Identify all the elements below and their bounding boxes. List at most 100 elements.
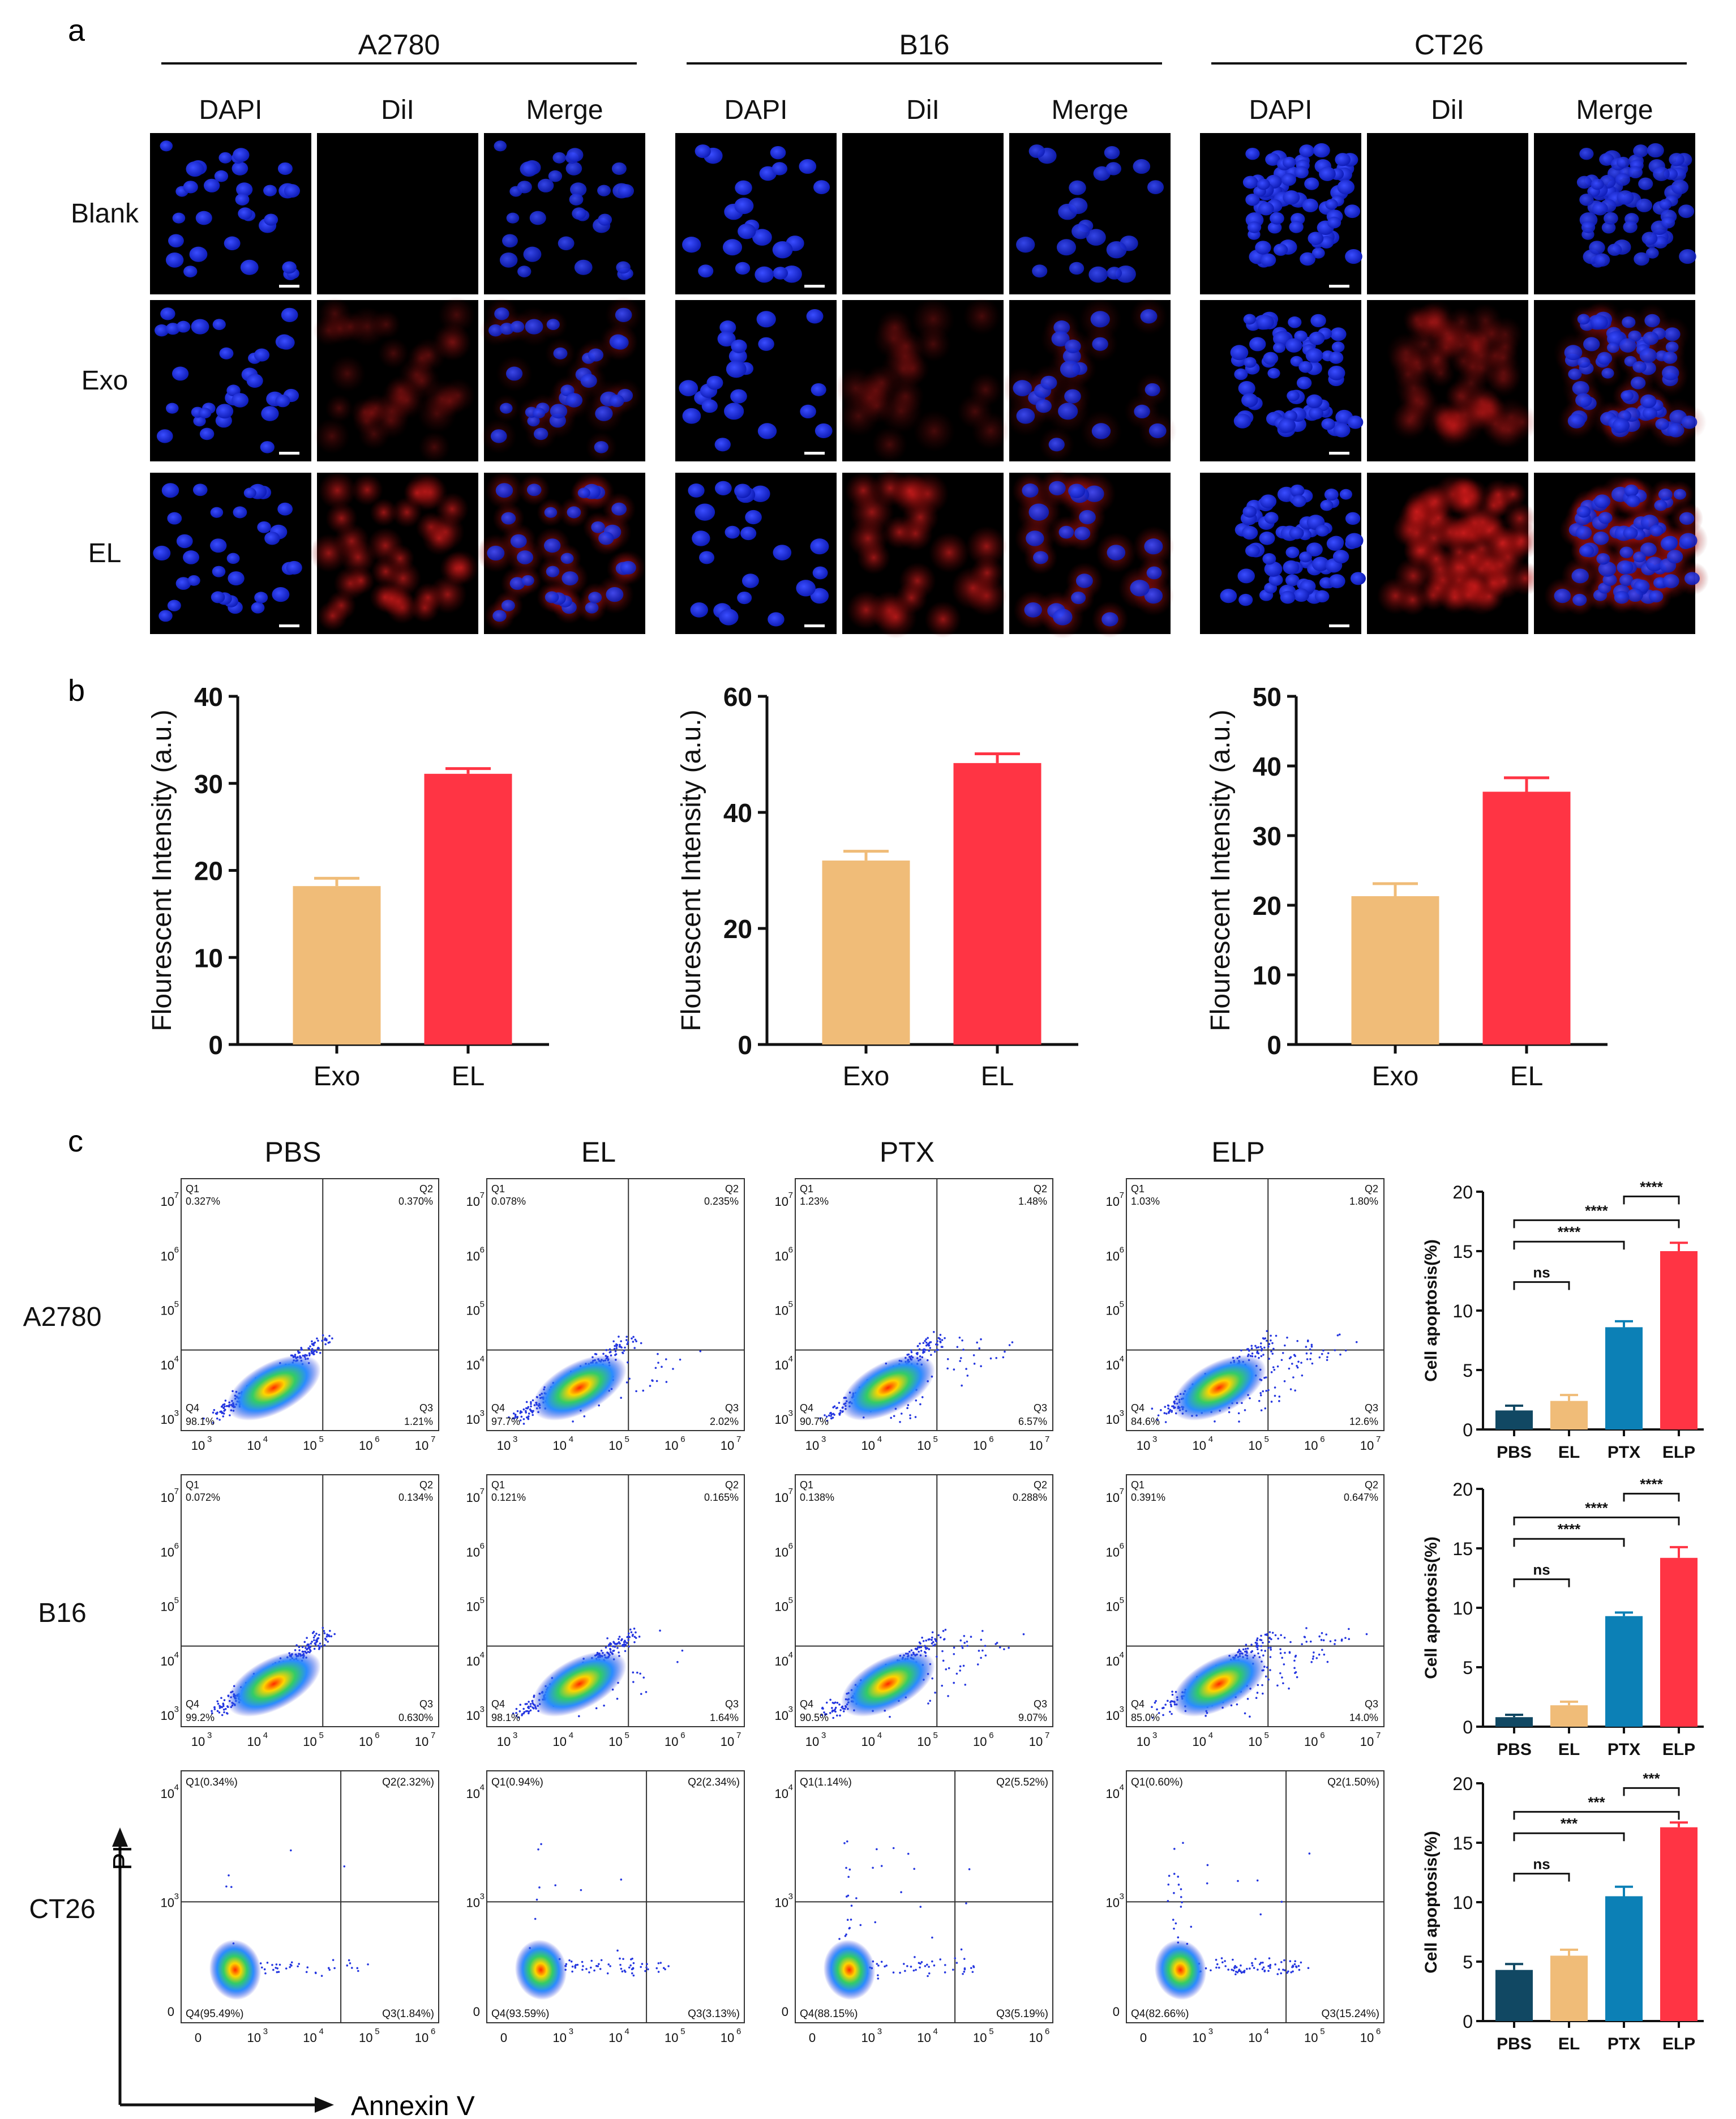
y-tick-label: 10 (1106, 1600, 1120, 1614)
event-dot (1259, 1913, 1262, 1916)
x-tick-label: 10 (303, 2031, 316, 2045)
dapi-nucleus (192, 483, 208, 496)
event-dot (221, 1405, 224, 1407)
event-dot (628, 1645, 630, 1648)
event-dot (963, 1958, 966, 1960)
event-dot (1237, 1412, 1240, 1415)
event-dot (1262, 1354, 1265, 1356)
dapi-nucleus (1619, 574, 1634, 587)
event-dot (349, 1962, 352, 1964)
dapi-nucleus (1642, 406, 1658, 420)
significance-bracket (1513, 1219, 1680, 1228)
y-tick-label: 0 (1463, 1717, 1473, 1737)
event-dot (1295, 1965, 1297, 1968)
event-dot (924, 1651, 926, 1653)
dapi-nucleus (165, 323, 180, 335)
event-dot (984, 1654, 987, 1657)
event-dot (317, 1645, 320, 1647)
event-dot (876, 1963, 878, 1965)
dapi-nucleus (1332, 550, 1349, 564)
significance-label: **** (1585, 1499, 1608, 1516)
event-density-core (1172, 1355, 1266, 1421)
dapi-nucleus (195, 211, 212, 225)
event-dot (1305, 1641, 1308, 1643)
event-dot (266, 1962, 269, 1964)
event-dot (657, 1362, 659, 1364)
event-dot (512, 1712, 515, 1715)
event-dot (946, 1367, 949, 1370)
dapi-nucleus (1577, 314, 1590, 325)
x-tick-exponent: 3 (207, 1731, 212, 1740)
event-dot (880, 1960, 883, 1963)
dapi-nucleus (187, 575, 200, 586)
dapi-nucleus (1592, 202, 1608, 216)
dapi-nucleus (1647, 143, 1664, 158)
x-tick-exponent: 3 (263, 2027, 268, 2036)
q4-value: 97.7% (491, 1416, 520, 1427)
dapi-nucleus (548, 170, 563, 182)
event-dot (836, 1406, 838, 1409)
dapi-nucleus (1238, 593, 1253, 606)
event-dot (937, 1634, 940, 1637)
dapi-nucleus (1350, 572, 1366, 585)
y-tick-exponent: 5 (480, 1596, 485, 1606)
x-tick-exponent: 3 (513, 1435, 517, 1444)
event-dot (218, 1419, 221, 1421)
event-dot (1355, 1341, 1358, 1343)
dapi-nucleus (517, 181, 532, 194)
x-tick-label: 10 (303, 1735, 316, 1749)
y-tick-exponent: 4 (174, 1650, 179, 1660)
event-dot (931, 1636, 933, 1639)
event-dot (642, 1676, 645, 1679)
x-tick-label-el: EL (452, 1061, 485, 1091)
dapi-nucleus (567, 506, 581, 519)
dapi-nucleus (1079, 510, 1096, 525)
dapi-nucleus (1309, 331, 1325, 345)
channel-header-dapi: DAPI (724, 95, 787, 125)
dapi-nucleus (275, 395, 290, 408)
dapi-nucleus (745, 510, 762, 525)
q3-value: 12.6% (1349, 1416, 1378, 1427)
event-dot (303, 1641, 306, 1643)
dil-signal (1401, 496, 1433, 528)
event-dot (829, 1698, 831, 1701)
event-dot (1267, 1965, 1270, 1967)
y-tick-exponent: 3 (788, 1705, 793, 1714)
event-dot (632, 1335, 635, 1338)
event-dot (976, 1663, 979, 1666)
event-dot (612, 1641, 615, 1643)
event-dot (1326, 1660, 1329, 1663)
dapi-nucleus (158, 610, 173, 622)
y-tick-exponent: 6 (1120, 1541, 1124, 1551)
dapi-nucleus (166, 403, 179, 414)
dapi-nucleus (212, 319, 226, 331)
event-dot (278, 1963, 281, 1966)
significance-bracket (1513, 1516, 1680, 1526)
event-dot (930, 1354, 932, 1356)
dapi-nucleus (526, 483, 542, 496)
y-axis-title: Cell apoptosis(%) (1422, 1536, 1441, 1679)
y-tick-label: 10 (1106, 1491, 1120, 1505)
q1-label: Q1 (491, 1183, 505, 1195)
dapi-nucleus (1260, 494, 1277, 508)
event-dot (1310, 1343, 1313, 1346)
event-dot (1167, 1700, 1169, 1702)
y-tick-label: 10 (775, 1358, 788, 1372)
event-dot (927, 1638, 930, 1641)
event-dot (872, 1867, 874, 1869)
dapi-nucleus (278, 335, 295, 350)
event-dot (1151, 1706, 1153, 1708)
bar-exo (293, 886, 381, 1044)
x-tick-exponent: 4 (569, 1731, 573, 1740)
dapi-nucleus (768, 612, 785, 627)
event-dot (1315, 1657, 1318, 1659)
dapi-nucleus (1622, 316, 1636, 328)
x-tick-exponent: 5 (933, 1435, 938, 1444)
dapi-nucleus (1304, 177, 1319, 190)
y-tick-label: 15 (1452, 1242, 1473, 1262)
event-dot (1255, 1346, 1258, 1349)
event-dot (665, 1358, 667, 1360)
x-tick-label: 10 (247, 1439, 261, 1453)
q2-label: Q2 (1034, 1479, 1047, 1491)
